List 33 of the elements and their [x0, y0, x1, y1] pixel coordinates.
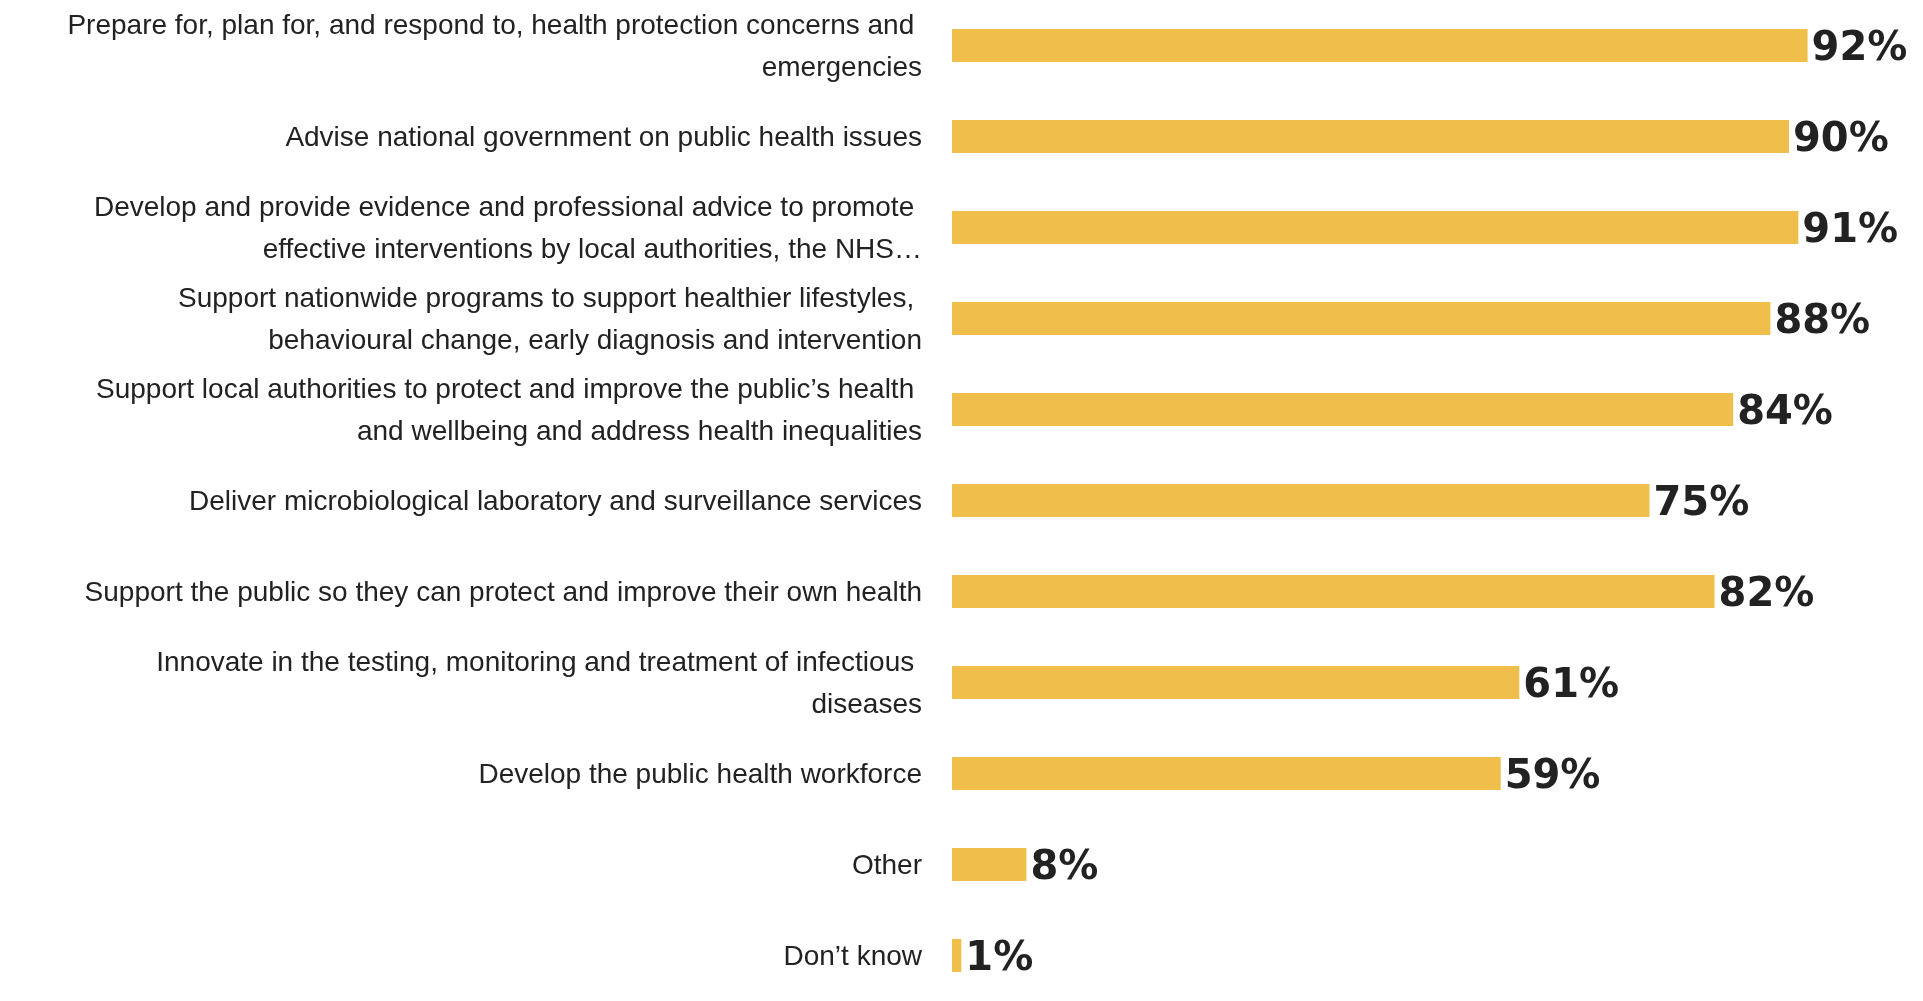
data-label: 75%: [1653, 477, 1750, 524]
bar: [952, 393, 1734, 426]
data-label: 8%: [1030, 841, 1099, 888]
bar: [952, 666, 1520, 699]
data-label: 61%: [1523, 659, 1620, 706]
y-tick-label: Innovate in the testing, monitoring and treatment of infectious diseases: [156, 646, 922, 719]
data-label: 91%: [1802, 204, 1899, 251]
data-label: 59%: [1504, 750, 1601, 797]
bar: [952, 29, 1808, 62]
data-label: 84%: [1737, 386, 1833, 433]
y-tick-label: Support nationwide programs to support healthier lifestyles, behavioural change, early diagnosis and intervention: [178, 282, 922, 355]
y-tick-label: Don’t know: [783, 940, 923, 971]
bar: [952, 757, 1501, 790]
data-label: 1%: [965, 932, 1034, 979]
bar: [952, 848, 1027, 881]
y-tick-label: Develop the public health workforce: [478, 758, 922, 789]
data-label: 82%: [1718, 568, 1815, 615]
y-tick-label: Advise national government on public health issues: [285, 121, 922, 152]
bar: [952, 939, 962, 972]
y-tick-label: Support local authorities to protect and improve the public’s health and wellbeing and address health inequalities: [96, 373, 922, 446]
y-tick-label: Prepare for, plan for, and respond to, health protection concerns and emergencies: [67, 9, 922, 82]
data-label: 90%: [1793, 113, 1889, 160]
bar: [952, 211, 1799, 244]
bar: [952, 575, 1715, 608]
y-tick-label: Develop and provide evidence and professional advice to promote effective interventions by local authorities, the NHS…: [93, 191, 922, 264]
data-label: 88%: [1774, 295, 1871, 342]
bar: [952, 484, 1650, 517]
y-tick-label: Support the public so they can protect and improve their own health: [84, 576, 922, 607]
data-label: 92%: [1811, 22, 1908, 69]
bar: [952, 120, 1789, 153]
y-tick-label: Deliver microbiological laboratory and surveillance services: [189, 485, 922, 516]
bar: [952, 302, 1771, 335]
y-tick-label: Other: [851, 849, 922, 880]
